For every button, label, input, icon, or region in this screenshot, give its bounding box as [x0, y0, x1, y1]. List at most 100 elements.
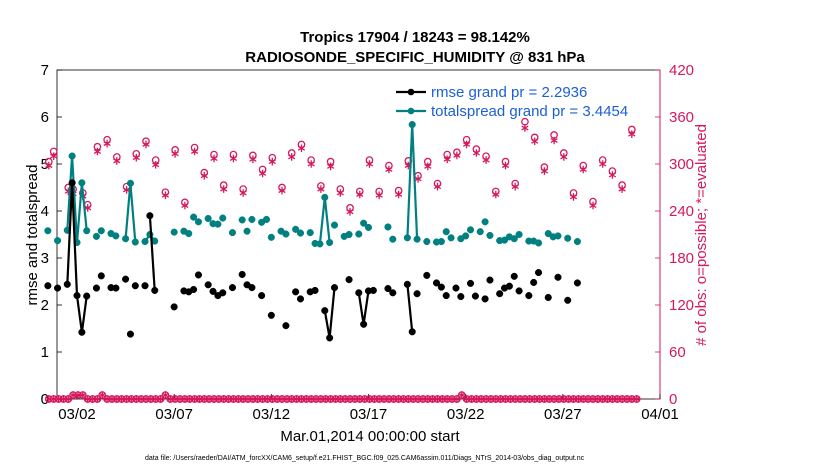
x-axis-label: Mar.01,2014 00:00:00 start: [280, 428, 460, 445]
obs-evaluated-marker: [336, 189, 344, 197]
totalspread-point: [296, 229, 305, 237]
rmse-point: [530, 278, 538, 286]
rmse-point: [228, 284, 237, 292]
obs-evaluated-marker: [103, 139, 111, 148]
totalspread-point: [403, 234, 411, 242]
obs-evaluated-marker: [132, 153, 140, 162]
rmse-point: [437, 283, 445, 291]
x-tick-label: 03/27: [544, 406, 582, 423]
obs-evaluated-marker: [462, 140, 471, 149]
totalspread-point: [321, 193, 329, 201]
rmse-point: [432, 279, 441, 287]
y-tick-label-right: 420: [669, 62, 694, 79]
legend-spread-marker: [407, 107, 415, 115]
obs-evaluated-marker: [142, 140, 150, 149]
rmse-line: [406, 284, 414, 332]
obs-evaluated-marker: [589, 201, 597, 210]
obs-evaluated-marker: [50, 152, 58, 160]
rmse-point: [83, 292, 91, 300]
obs-evaluated-marker: [171, 150, 179, 158]
obs-evaluated-marker: [599, 160, 607, 168]
rmse-point: [360, 320, 368, 328]
chart-title-line1: Tropics 17904 / 18243 = 98.142%: [300, 29, 530, 46]
totalspread-point: [462, 232, 470, 240]
rmse-point: [78, 328, 86, 336]
obs-evaluated-marker: [258, 169, 267, 178]
obs-evaluated-marker: [326, 162, 335, 171]
x-tick-label: 03/22: [447, 406, 485, 423]
obs-evaluated-marker: [550, 136, 558, 145]
totalspread-point: [131, 238, 139, 246]
rmse-point: [408, 328, 416, 336]
rmse-point: [457, 292, 465, 301]
rmse-point: [345, 276, 353, 284]
rmse-point: [369, 286, 377, 294]
totalspread-point: [364, 223, 373, 231]
totalspread-point: [384, 223, 392, 231]
y-tick-label-right: 360: [669, 109, 694, 126]
totalspread-point: [510, 235, 518, 243]
rmse-point: [267, 311, 275, 319]
obs-evaluated-marker: [579, 165, 587, 174]
rmse-point: [44, 282, 52, 290]
totalspread-point: [243, 227, 251, 235]
rmse-point: [442, 292, 450, 300]
x-tick-label: 03/12: [253, 406, 291, 423]
y-axis-label-right: # of obs: o=possible; *=evaluated: [693, 124, 710, 346]
rmse-point: [389, 289, 397, 297]
y-tick-label-right: 300: [669, 156, 694, 173]
obs-evaluated-marker: [93, 147, 102, 156]
totalspread-point: [515, 230, 523, 239]
totalspread-point: [316, 240, 324, 248]
totalspread-point: [413, 235, 421, 243]
obs-evaluated-marker: [307, 160, 315, 168]
totalspread-point: [389, 235, 397, 243]
obs-evaluated-marker: [424, 162, 432, 171]
rmse-point: [321, 307, 329, 315]
totalspread-point: [355, 230, 363, 238]
y-tick-label-left: 3: [41, 250, 49, 267]
y-tick-label-right: 180: [669, 250, 694, 267]
rmse-point: [194, 271, 203, 279]
totalspread-point: [83, 227, 91, 235]
rmse-point: [63, 280, 71, 288]
obs-evaluated-marker: [346, 208, 354, 216]
totalspread-point: [447, 234, 455, 242]
y-axis-label-left: rmse and totalspread: [24, 165, 41, 306]
y-tick-label-right: 240: [669, 203, 694, 220]
rmse-point: [258, 292, 266, 300]
rmse-point: [452, 284, 460, 292]
rmse-point: [190, 285, 198, 294]
rmse-point: [54, 284, 62, 292]
obs-evaluated-marker: [210, 154, 218, 163]
rmse-point: [481, 295, 489, 303]
rmse-point: [292, 288, 300, 296]
rmse-point: [496, 290, 504, 298]
totalspread-point: [44, 227, 52, 235]
obs-evaluated-marker: [152, 161, 160, 169]
obs-evaluated-marker: [521, 124, 529, 132]
totalspread-point: [228, 229, 237, 237]
rmse-point: [471, 292, 479, 300]
y-tick-label-left: 2: [41, 297, 49, 314]
totalspread-point: [97, 227, 105, 235]
rmse-point: [282, 322, 290, 330]
y-tick-label-left: 5: [41, 156, 49, 173]
obs-evaluated-marker: [317, 185, 325, 193]
totalspread-point: [141, 238, 149, 246]
totalspread-point: [326, 238, 334, 247]
obs-evaluated-marker: [385, 165, 393, 174]
rmse-line: [148, 215, 156, 291]
totalspread-point: [476, 228, 484, 236]
obs-evaluated-marker: [560, 153, 568, 161]
legend-rmse-marker: [407, 88, 415, 96]
obs-evaluated-marker: [239, 189, 247, 197]
obs-evaluated-marker: [433, 182, 442, 191]
y-tick-label-left: 7: [41, 62, 49, 79]
totalspread-point: [573, 238, 581, 246]
totalspread-point: [248, 215, 256, 224]
x-tick-label: 03/17: [350, 406, 388, 423]
rmse-point: [403, 280, 411, 288]
obs-evaluated-marker: [472, 149, 480, 157]
